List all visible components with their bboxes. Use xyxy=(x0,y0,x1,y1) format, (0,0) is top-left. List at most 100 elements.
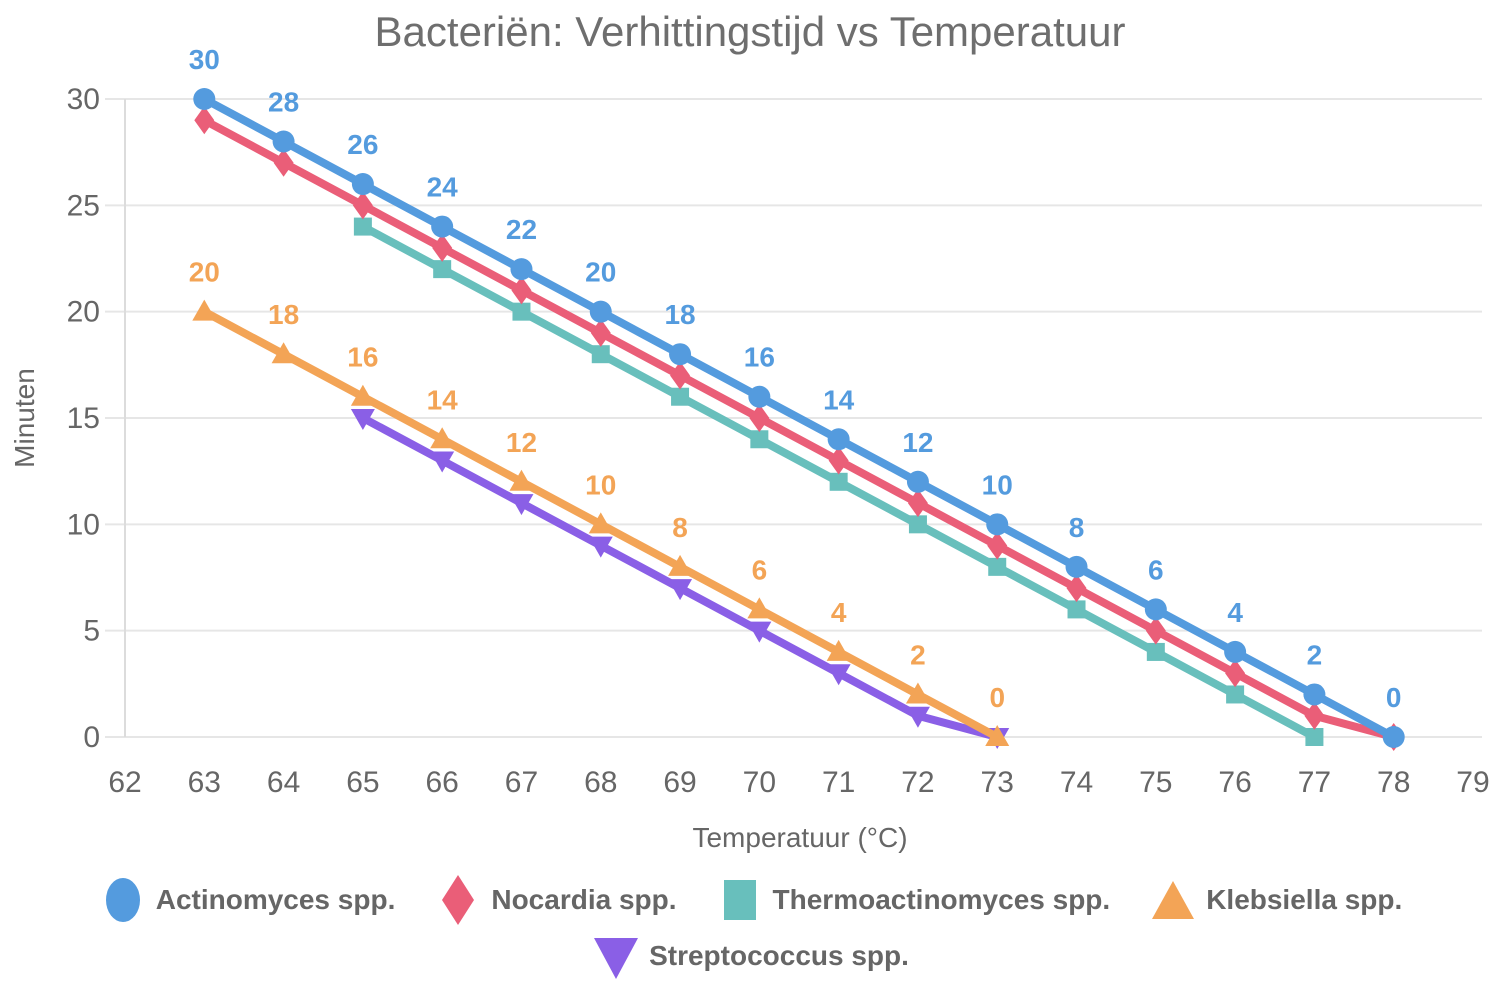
series-marker-nocardia-spp xyxy=(1225,659,1246,688)
legend-item-streptococcus-spp[interactable]: Streptococcus spp. xyxy=(591,928,909,984)
series-marker-thermoactinomyces-spp xyxy=(671,387,690,406)
series-marker-nocardia-spp xyxy=(1145,616,1166,645)
data-label-actinomyces-spp: 16 xyxy=(744,342,775,373)
y-tick-label-10: 10 xyxy=(67,508,100,541)
data-label-actinomyces-spp: 18 xyxy=(664,299,695,330)
series-marker-nocardia-spp xyxy=(907,489,928,518)
legend-item-klebsiella-spp[interactable]: Klebsiella spp. xyxy=(1148,872,1402,928)
series-marker-actinomyces-spp xyxy=(827,428,850,451)
x-tick-label-65: 65 xyxy=(346,766,379,799)
series-marker-thermoactinomyces-spp xyxy=(988,557,1007,576)
series-marker-actinomyces-spp xyxy=(510,258,533,281)
series-marker-streptococcus-spp xyxy=(747,621,772,643)
legend-item-thermoactinomyces-spp[interactable]: Thermoactinomyces spp. xyxy=(715,872,1110,928)
data-label-actinomyces-spp: 30 xyxy=(189,44,220,75)
y-tick-label-25: 25 xyxy=(67,189,100,222)
x-tick-label-74: 74 xyxy=(1060,766,1093,799)
series-marker-actinomyces-spp xyxy=(1224,640,1247,663)
series-marker-actinomyces-spp xyxy=(1144,598,1167,621)
y-tick-label-5: 5 xyxy=(83,615,100,648)
series-marker-actinomyces-spp xyxy=(1303,683,1326,706)
data-label-actinomyces-spp: 26 xyxy=(347,129,378,160)
x-tick-label-77: 77 xyxy=(1298,766,1331,799)
legend-label-streptococcus-spp: Streptococcus spp. xyxy=(649,940,909,971)
legend-row-2: Streptococcus spp. xyxy=(591,928,909,984)
x-tick-label-63: 63 xyxy=(188,766,221,799)
series-marker-thermoactinomyces-spp xyxy=(1146,642,1165,661)
y-tick-label-20: 20 xyxy=(67,296,100,329)
data-label-klebsiella-spp: 14 xyxy=(427,384,459,415)
data-label-actinomyces-spp: 24 xyxy=(427,172,459,203)
series-marker-thermoactinomyces-spp xyxy=(1226,685,1245,704)
data-label-klebsiella-spp: 12 xyxy=(506,427,537,458)
data-label-actinomyces-spp: 20 xyxy=(585,257,616,288)
x-tick-label-78: 78 xyxy=(1377,766,1410,799)
data-label-actinomyces-spp: 22 xyxy=(506,214,537,245)
data-label-klebsiella-spp: 2 xyxy=(910,639,926,670)
series-marker-streptococcus-spp xyxy=(430,451,455,473)
series-marker-nocardia-spp xyxy=(352,191,373,220)
series-marker-nocardia-spp xyxy=(987,531,1008,560)
x-tick-label-75: 75 xyxy=(1139,766,1172,799)
x-tick-label-68: 68 xyxy=(584,766,617,799)
series-marker-streptococcus-spp xyxy=(350,408,375,430)
series-marker-actinomyces-spp xyxy=(351,173,374,196)
legend-label-nocardia-spp: Nocardia spp. xyxy=(491,884,677,915)
chart-title: Bacteriën: Verhittingstijd vs Temperatuu… xyxy=(374,8,1126,55)
x-tick-label-66: 66 xyxy=(425,766,458,799)
legend: Actinomyces spp. Nocardia spp. Thermoactin… xyxy=(0,872,1500,984)
series-marker-klebsiella-spp xyxy=(430,427,455,449)
series-marker-klebsiella-spp xyxy=(588,512,613,534)
series-marker-actinomyces-spp xyxy=(1382,726,1405,748)
series-marker-klebsiella-spp xyxy=(509,469,534,491)
series-marker-actinomyces-spp xyxy=(193,87,216,110)
series-marker-klebsiella-spp xyxy=(905,682,930,704)
diamond-icon xyxy=(442,875,475,925)
data-label-actinomyces-spp: 6 xyxy=(1148,554,1164,585)
data-label-actinomyces-spp: 8 xyxy=(1069,512,1085,543)
series-marker-thermoactinomyces-spp xyxy=(1067,600,1086,619)
x-tick-label-70: 70 xyxy=(743,766,776,799)
legend-item-nocardia-spp[interactable]: Nocardia spp. xyxy=(433,872,677,928)
series-marker-actinomyces-spp xyxy=(986,513,1009,536)
series-marker-streptococcus-spp xyxy=(826,664,851,686)
x-tick-label-73: 73 xyxy=(981,766,1014,799)
series-marker-thermoactinomyces-spp xyxy=(353,217,372,236)
x-tick-label-69: 69 xyxy=(663,766,696,799)
x-tick-label-67: 67 xyxy=(505,766,538,799)
series-marker-streptococcus-spp xyxy=(668,579,693,601)
series-marker-streptococcus-spp xyxy=(509,494,534,516)
series-marker-actinomyces-spp xyxy=(431,215,454,238)
series-marker-actinomyces-spp xyxy=(906,470,929,493)
data-label-klebsiella-spp: 20 xyxy=(189,257,220,288)
series-marker-nocardia-spp xyxy=(749,403,770,432)
series-marker-thermoactinomyces-spp xyxy=(433,260,452,279)
x-tick-label-72: 72 xyxy=(901,766,934,799)
y-tick-label-30: 30 xyxy=(67,83,100,116)
data-label-actinomyces-spp: 4 xyxy=(1227,597,1243,628)
series-marker-klebsiella-spp xyxy=(192,299,217,321)
data-label-klebsiella-spp: 4 xyxy=(831,597,847,628)
data-label-klebsiella-spp: 8 xyxy=(672,512,688,543)
legend-item-actinomyces-spp[interactable]: Actinomyces spp. xyxy=(98,872,396,928)
legend-label-actinomyces-spp: Actinomyces spp. xyxy=(155,884,396,915)
data-label-klebsiella-spp: 18 xyxy=(268,299,299,330)
data-label-klebsiella-spp: 10 xyxy=(585,469,616,500)
circle-icon xyxy=(105,878,140,922)
series-marker-klebsiella-spp xyxy=(826,639,851,661)
series-marker-nocardia-spp xyxy=(590,318,611,347)
x-tick-label-64: 64 xyxy=(267,766,300,799)
series-marker-thermoactinomyces-spp xyxy=(512,302,531,321)
series-marker-actinomyces-spp xyxy=(748,385,771,408)
data-label-actinomyces-spp: 0 xyxy=(1386,682,1402,713)
series-marker-nocardia-spp xyxy=(432,233,453,262)
data-label-actinomyces-spp: 14 xyxy=(823,384,855,415)
series-marker-thermoactinomyces-spp xyxy=(908,515,927,534)
series-marker-nocardia-spp xyxy=(1304,701,1325,730)
series-marker-actinomyces-spp xyxy=(589,300,612,323)
series-marker-klebsiella-spp xyxy=(668,554,693,576)
data-label-klebsiella-spp: 0 xyxy=(989,682,1005,713)
data-label-actinomyces-spp: 10 xyxy=(982,469,1013,500)
